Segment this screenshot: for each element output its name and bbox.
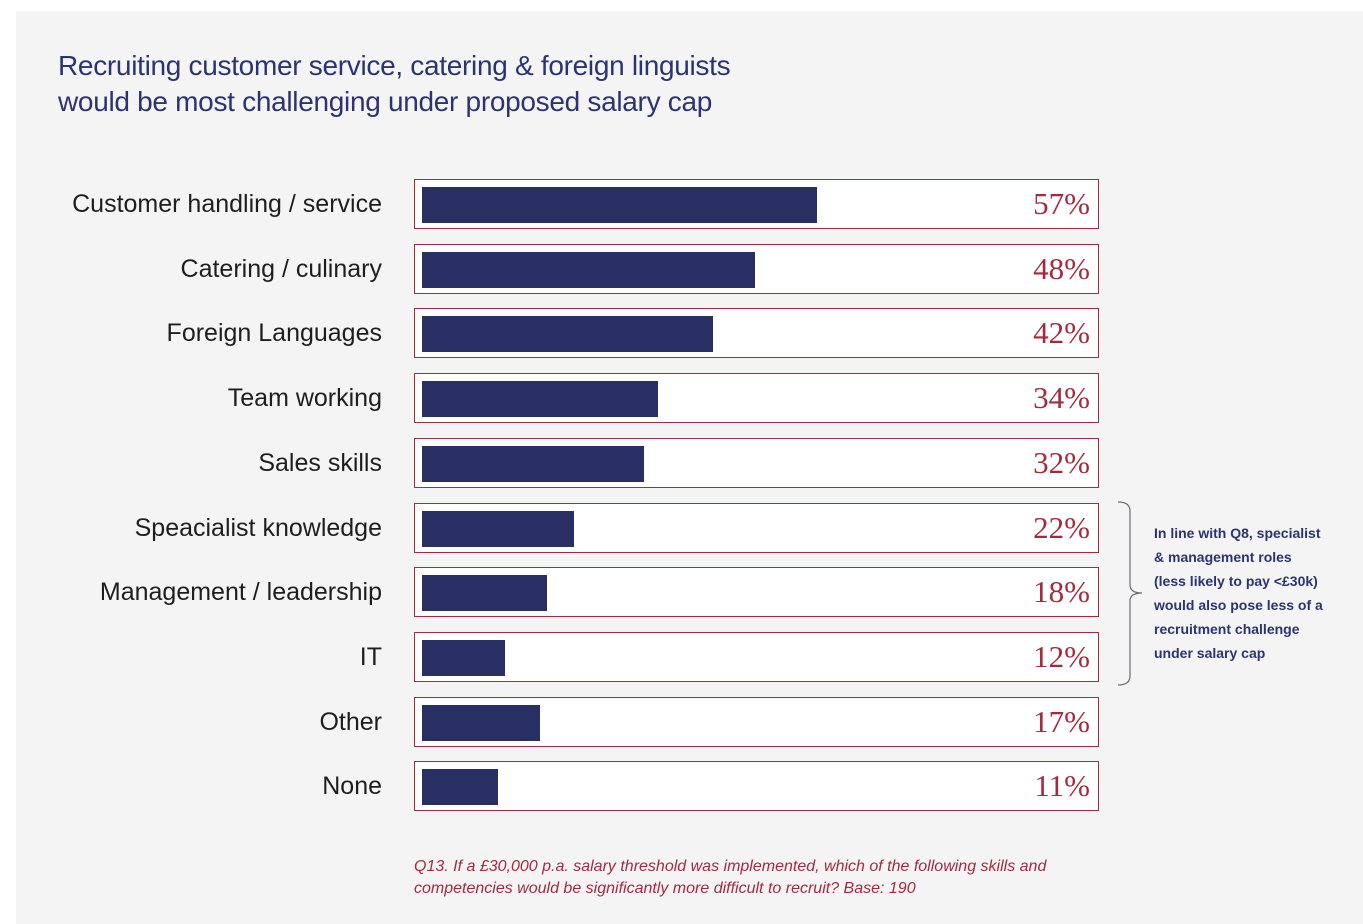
category-label: Sales skills [258, 448, 382, 477]
bar-frame: 32% [414, 438, 1099, 488]
bar [422, 640, 505, 676]
annotation-line: recruitment challenge [1154, 621, 1300, 637]
value-label: 11% [1034, 768, 1090, 803]
bar [422, 575, 547, 611]
chart-title: Recruiting customer service, catering & … [58, 48, 731, 120]
bar-frame: 57% [414, 179, 1099, 229]
chart-title-line-1: Recruiting customer service, catering & … [58, 50, 731, 81]
category-label: Team working [227, 383, 382, 412]
bar [422, 705, 540, 741]
category-label: IT [359, 642, 382, 671]
bar [422, 446, 644, 482]
annotation-line: (less likely to pay <£30k) [1154, 573, 1318, 589]
value-label: 57% [1033, 186, 1090, 221]
annotation-line: In line with Q8, specialist [1154, 525, 1321, 541]
bar-frame: 42% [414, 308, 1099, 358]
annotation-line: would also pose less of a [1154, 597, 1323, 613]
bar-frame: 18% [414, 567, 1099, 617]
annotation-note: In line with Q8, specialist & management… [1154, 521, 1354, 665]
category-label: Catering / culinary [180, 254, 382, 283]
value-label: 22% [1033, 510, 1090, 545]
bar-frame: 34% [414, 373, 1099, 423]
bar-frame: 11% [414, 761, 1099, 811]
footnote-line: Q13. If a £30,000 p.a. salary threshold … [414, 858, 1047, 875]
bar [422, 381, 658, 417]
bar [422, 316, 713, 352]
category-label: Other [319, 707, 382, 736]
category-label: Customer handling / service [72, 189, 382, 218]
bar [422, 187, 817, 223]
annotation-line: under salary cap [1154, 645, 1266, 661]
footnote-line: competencies would be significantly more… [414, 880, 916, 897]
annotation-bracket [1117, 501, 1143, 686]
category-label: Speacialist knowledge [134, 513, 382, 542]
value-label: 12% [1033, 639, 1090, 674]
category-label: Foreign Languages [166, 318, 382, 347]
category-label: Management / leadership [99, 577, 382, 606]
value-label: 18% [1033, 574, 1090, 609]
annotation-line: & management roles [1154, 549, 1292, 565]
bar [422, 252, 755, 288]
bar-frame: 12% [414, 632, 1099, 682]
value-label: 48% [1033, 251, 1090, 286]
bar-frame: 17% [414, 697, 1099, 747]
bar [422, 769, 498, 805]
chart-title-line-2: would be most challenging under proposed… [58, 86, 713, 117]
bar-frame: 22% [414, 503, 1099, 553]
bar [422, 511, 574, 547]
category-label: None [322, 771, 382, 800]
value-label: 32% [1033, 445, 1090, 480]
value-label: 34% [1033, 380, 1090, 415]
value-label: 17% [1033, 704, 1090, 739]
survey-footnote: Q13. If a £30,000 p.a. salary threshold … [414, 856, 1134, 900]
bar-frame: 48% [414, 244, 1099, 294]
value-label: 42% [1033, 315, 1090, 350]
